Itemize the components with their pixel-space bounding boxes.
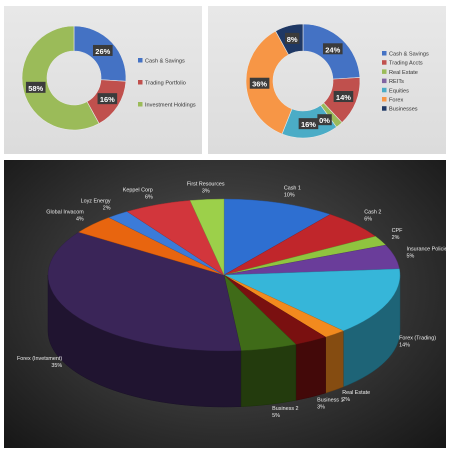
donut-chart-panel-a: 26% 16% 58% Cash & Savings Trading Portfolio… bbox=[4, 6, 202, 154]
donut-b-label-1: 14% bbox=[336, 93, 351, 102]
legend-b-swatch-1 bbox=[382, 60, 387, 65]
donut-b-label-5: 36% bbox=[252, 80, 267, 89]
pie-label-group-0: Cash 110% bbox=[284, 185, 301, 198]
pie-label-4: Forex (Trading) bbox=[399, 335, 436, 341]
donut-b-label-6: 8% bbox=[287, 35, 298, 44]
donut-a-label-0: 26% bbox=[95, 47, 110, 56]
pie-label-8: Forex (Invetsment) bbox=[17, 356, 62, 362]
donut-chart-panel-b: 24% 14% 0% 16% 36% 8% Cash & Savings Trading Ac… bbox=[208, 6, 446, 154]
donut-b-label-bg-3 bbox=[317, 114, 332, 126]
pie-pct-7: 5% bbox=[272, 413, 280, 419]
pie-label-6: Business 1 bbox=[317, 398, 343, 404]
pie-label-group-8: Forex (Invetsment)35% bbox=[17, 356, 62, 369]
donut-chart-a: 26% 16% 58% Cash & Savings Trading Portfolio… bbox=[21, 25, 196, 131]
pie-side-7-4 bbox=[240, 344, 297, 407]
pie-label-9: Global Invacom bbox=[46, 210, 84, 216]
legend-b-swatch-2 bbox=[382, 69, 387, 74]
pie-pct-8: 35% bbox=[51, 363, 62, 369]
legend-b-swatch-5 bbox=[382, 97, 387, 102]
pie-pct-3: 5% bbox=[406, 253, 414, 259]
donut-chart-b: 24% 14% 0%16% 36% 8% Cash & Savings Trading Ac… bbox=[245, 23, 429, 139]
donut-b-label-bg-0 bbox=[322, 43, 343, 55]
pie-label-7: Business 2 bbox=[272, 406, 298, 412]
donut-a-label-bg-1 bbox=[97, 93, 118, 105]
legend-b-label-5: Forex bbox=[389, 98, 404, 104]
donut-b-label-bg-6 bbox=[284, 32, 300, 44]
pie-label-group-4: Forex (Trading)14% bbox=[399, 335, 436, 348]
donut-b-label-bg-1 bbox=[333, 91, 354, 103]
donut-a-label-bg-0 bbox=[92, 44, 113, 56]
pie-slice-8 bbox=[47, 231, 242, 352]
pie-slice-12 bbox=[189, 198, 225, 276]
pie-side-6-3 bbox=[295, 336, 326, 401]
pie-label-group-7: Business 25% bbox=[272, 406, 298, 419]
legend-a-label-0: Cash & Savings bbox=[145, 59, 185, 65]
legend-b-label-1: Trading Accts bbox=[389, 61, 423, 67]
pie-pct-1: 6% bbox=[364, 217, 372, 223]
pie-slice-4 bbox=[223, 268, 401, 332]
pie-pct-5: 2% bbox=[342, 397, 350, 403]
legend-b-swatch-0 bbox=[382, 51, 387, 56]
donut-a-label-2: 58% bbox=[28, 84, 43, 93]
pie-pct-12: 3% bbox=[202, 188, 210, 194]
pie-label-group-1: Cash 26% bbox=[364, 210, 381, 223]
legend-b-label-6: Businesses bbox=[389, 107, 418, 113]
pie-pct-0: 10% bbox=[284, 192, 295, 198]
legend-b-swatch-6 bbox=[382, 106, 387, 111]
donut-b-label-bg-5 bbox=[249, 77, 270, 89]
donut-b-label-3: 0% bbox=[319, 116, 330, 125]
legend-a-swatch-0 bbox=[138, 58, 143, 63]
donut-b-label-bg-4 bbox=[298, 118, 319, 130]
legend-a-swatch-2 bbox=[138, 102, 143, 107]
donut-a-label-bg-2 bbox=[25, 81, 46, 93]
pie-pct-2: 2% bbox=[392, 235, 400, 241]
pie-label-11: Keppel Corp bbox=[123, 187, 153, 193]
legend-b-swatch-4 bbox=[382, 87, 387, 93]
pie-label-3: Insurance Policies bbox=[406, 246, 446, 252]
pie-label-5: Real Estate bbox=[342, 390, 370, 396]
pie-label-12: First Resources bbox=[187, 181, 225, 187]
legend-a-label-1: Trading Portfolio bbox=[145, 81, 186, 87]
donut-b-label-0: 24% bbox=[325, 45, 340, 54]
pie-label-0: Cash 1 bbox=[284, 185, 301, 191]
legend-b-label-0: Cash & Savings bbox=[389, 52, 429, 58]
donut-b-label-4: 16% bbox=[301, 120, 316, 129]
legend-b-label-2: Real Estate bbox=[389, 70, 418, 76]
pie-pct-10: 2% bbox=[103, 205, 111, 211]
pie-pct-9: 4% bbox=[76, 217, 84, 223]
legend-b-label-4: Equities bbox=[389, 88, 409, 94]
legend-a-label-2: Investment Holdings bbox=[145, 103, 196, 109]
pie-chart-panel: Cash 1 10% Cash 2 6% CPF 2% Insurance Policies… bbox=[4, 160, 446, 448]
donut-a-label-1: 16% bbox=[100, 95, 115, 104]
pie-pct-6: 3% bbox=[317, 405, 325, 411]
pie-slice-0 bbox=[223, 198, 331, 276]
legend-a-swatch-1 bbox=[138, 80, 143, 85]
legend-b-swatch-3 bbox=[382, 78, 387, 84]
pie-side-5-2 bbox=[325, 330, 344, 394]
legend-b-label-3: REITs bbox=[389, 79, 404, 85]
pie-label-10: Loyz Energy bbox=[81, 198, 111, 204]
pie-pct-4: 14% bbox=[399, 342, 410, 348]
pie-label-1: Cash 2 bbox=[364, 210, 381, 216]
pie-label-2: CPF bbox=[392, 228, 403, 234]
donut-a-slice-2 bbox=[21, 25, 100, 131]
pie-pct-11: 6% bbox=[145, 194, 153, 200]
pie-label-group-6: Business 13% bbox=[317, 398, 343, 411]
